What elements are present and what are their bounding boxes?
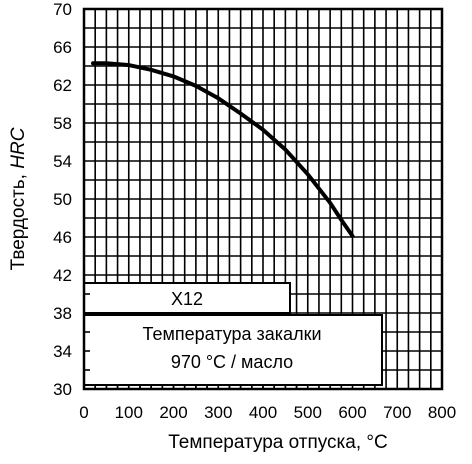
- y-tick-label: 66: [53, 38, 72, 57]
- x-tick-label: 300: [204, 403, 232, 422]
- x-tick-label: 400: [249, 403, 277, 422]
- x-tick-label: 600: [338, 403, 366, 422]
- x-tick-label: 200: [159, 403, 187, 422]
- quench-label: Температура закалки: [143, 324, 322, 344]
- y-tick-label: 58: [53, 114, 72, 133]
- y-axis-title-text: Твердость,: [8, 169, 29, 271]
- y-tick-labels: 30 34 38 42 46 50 54 58 62 66 70: [53, 0, 72, 399]
- x-tick-label: 800: [428, 403, 456, 422]
- minor-ticks: [84, 293, 298, 389]
- x-tick-label: 0: [79, 403, 88, 422]
- x-axis-title: Температура отпуска, °С: [168, 432, 387, 453]
- y-tick-label: 30: [53, 380, 72, 399]
- y-tick-label: 62: [53, 76, 72, 95]
- y-tick-label: 34: [53, 342, 72, 361]
- hardness-curve: [91, 61, 355, 238]
- y-axis-title: Твердость, HRC: [8, 127, 29, 270]
- y-tick-label: 46: [53, 228, 72, 247]
- quench-box: [83, 314, 383, 386]
- steel-grade-label: Х12: [171, 289, 203, 309]
- y-tick-label: 70: [53, 0, 72, 19]
- x-tick-label: 700: [383, 403, 411, 422]
- annotation-boxes: Х12 Температура закалки 970 °С / масло: [83, 282, 383, 386]
- y-tick-label: 50: [53, 190, 72, 209]
- x-tick-label: 500: [294, 403, 322, 422]
- quench-value: 970 °С / масло: [171, 352, 293, 372]
- x-tick-label: 100: [115, 403, 143, 422]
- x-tick-labels: 0 100 200 300 400 500 600 700 800: [79, 403, 456, 422]
- steel-grade-box: [83, 282, 291, 314]
- y-tick-label: 38: [53, 304, 72, 323]
- y-tick-label: 42: [53, 266, 72, 285]
- y-axis-title-unit: HRC: [8, 127, 29, 168]
- y-tick-label: 54: [53, 152, 72, 171]
